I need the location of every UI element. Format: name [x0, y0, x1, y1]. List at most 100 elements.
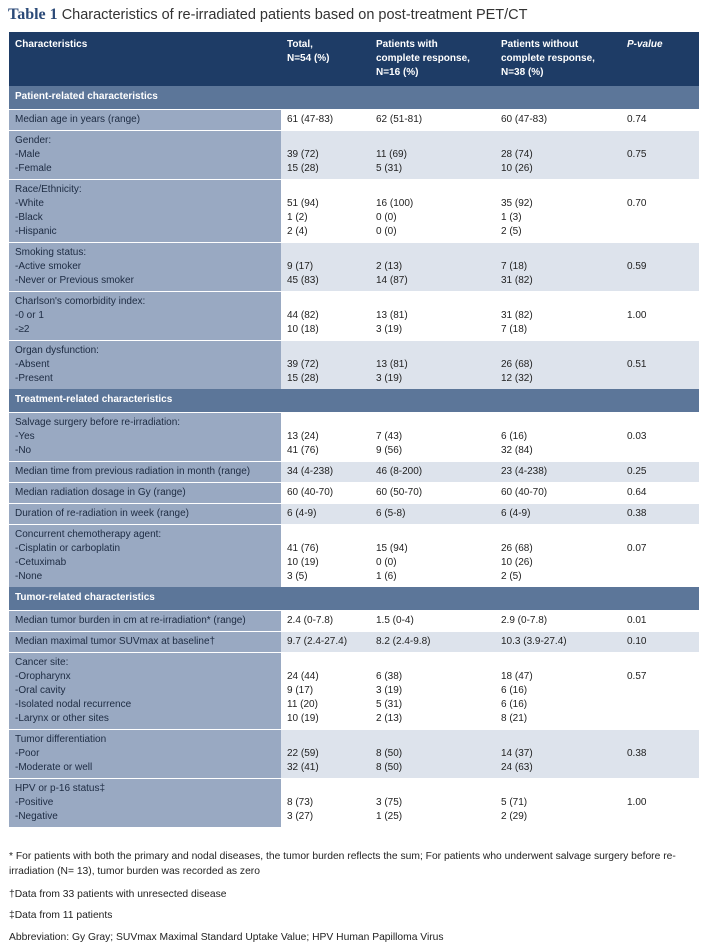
value-cell: 9 (17) 45 (83) — [281, 242, 370, 292]
value-cell: 2 (13) 14 (87) — [370, 242, 495, 292]
value-cell: 60 (40-70) — [281, 482, 370, 504]
cell-line — [627, 246, 693, 260]
value-cell: 41 (76) 10 (19) 3 (5) — [281, 524, 370, 587]
cell-line: 3 (19) — [376, 685, 403, 696]
cell-line: 2 (5) — [501, 226, 522, 237]
cell-line — [627, 183, 693, 197]
value-cell: 1.5 (0-4) — [370, 610, 495, 632]
value-cell: 26 (68) 10 (26) 2 (5) — [495, 524, 621, 587]
cell-line: -Oral cavity — [15, 685, 66, 696]
cell-line — [376, 246, 489, 260]
cell-line: 8.2 (2.4-9.8) — [376, 636, 431, 647]
cell-line: P-value — [627, 39, 663, 50]
cell-line: 39 (72) — [287, 359, 319, 370]
cell-line: 41 (76) — [287, 543, 319, 554]
characteristic-cell: Median tumor burden in cm at re-irradiat… — [9, 610, 281, 632]
cell-line: N=54 (%) — [287, 53, 330, 64]
cell-line: 3 (5) — [287, 571, 308, 582]
characteristic-cell: Organ dysfunction: -Absent -Present — [9, 340, 281, 389]
value-cell: 8.2 (2.4-9.8) — [370, 631, 495, 653]
value-cell: 6 (4-9) — [281, 503, 370, 525]
cell-line: 23 (4-238) — [501, 466, 548, 477]
table-row: Median tumor burden in cm at re-irradiat… — [9, 610, 699, 632]
cell-line: -Active smoker — [15, 261, 82, 272]
cell-line — [287, 344, 364, 358]
cell-line — [376, 656, 489, 670]
value-cell: 51 (94) 1 (2) 2 (4) — [281, 179, 370, 243]
section-title: Patient-related characteristics — [9, 86, 699, 110]
cell-line — [376, 528, 489, 542]
cell-line: 7 (18) — [501, 261, 528, 272]
cell-line: 2 (29) — [501, 811, 528, 822]
cell-line — [376, 183, 489, 197]
value-cell: 35 (92) 1 (3) 2 (5) — [495, 179, 621, 243]
cell-line: 6 (4-9) — [287, 508, 317, 519]
cell-line: 0.01 — [627, 615, 647, 626]
cell-line: 28 (74) — [501, 149, 533, 160]
cell-line: 8 (50) — [376, 762, 403, 773]
cell-line — [376, 782, 489, 796]
value-cell: 5 (71) 2 (29) — [495, 778, 621, 827]
col-total: Total, N=54 (%) — [281, 32, 370, 86]
cell-line: -Moderate or well — [15, 762, 93, 773]
value-cell: 31 (82) 7 (18) — [495, 291, 621, 341]
cell-line: 7 (18) — [501, 324, 528, 335]
cell-line: -Oropharynx — [15, 671, 71, 682]
cell-line: 10 (18) — [287, 324, 319, 335]
cell-line: 60 (40-70) — [287, 487, 334, 498]
cell-line — [501, 416, 615, 430]
cell-line: 32 (41) — [287, 762, 319, 773]
cell-line: Tumor differentiation — [15, 734, 107, 745]
cell-line: -Positive — [15, 797, 54, 808]
col-p-value: P-value — [621, 32, 699, 86]
cell-line: 5 (31) — [376, 699, 403, 710]
cell-line: Cancer site: — [15, 657, 69, 668]
cell-line: Race/Ethnicity: — [15, 184, 82, 195]
cell-line: 6 (16) — [501, 685, 528, 696]
value-cell: 46 (8-200) — [370, 461, 495, 483]
value-cell: 60 (50-70) — [370, 482, 495, 504]
characteristic-cell: Cancer site: -Oropharynx -Oral cavity -Isol… — [9, 652, 281, 730]
value-cell: 1.00 — [621, 778, 699, 827]
cell-line: 3 (19) — [376, 373, 403, 384]
header-row: Characteristics Total, N=54 (%) Patients wi… — [9, 32, 699, 86]
cell-line — [501, 295, 615, 309]
cell-line: 10 (19) — [287, 557, 319, 568]
cell-line: 0.25 — [627, 466, 647, 477]
cell-line: 1 (3) — [501, 212, 522, 223]
value-cell: 6 (16) 32 (84) — [495, 412, 621, 462]
cell-line: 12 (32) — [501, 373, 533, 384]
table-title: Table 1 Characteristics of re-irradiated… — [8, 6, 528, 24]
cell-line: 3 (19) — [376, 324, 403, 335]
cell-line: 0.57 — [627, 671, 647, 682]
cell-line: 1 (2) — [287, 212, 308, 223]
cell-line: 26 (68) — [501, 543, 533, 554]
cell-line: 11 (69) — [376, 149, 407, 160]
cell-line — [501, 246, 615, 260]
value-cell: 1.00 — [621, 291, 699, 341]
cell-line — [376, 295, 489, 309]
cell-line: 0.59 — [627, 261, 647, 272]
cell-line: 22 (59) — [287, 748, 319, 759]
value-cell: 13 (81) 3 (19) — [370, 291, 495, 341]
cell-line — [627, 295, 693, 309]
cell-line: 10.3 (3.9-27.4) — [501, 636, 567, 647]
value-cell: 6 (5-8) — [370, 503, 495, 525]
value-cell: 15 (94) 0 (0) 1 (6) — [370, 524, 495, 587]
cell-line: -Present — [15, 373, 53, 384]
cell-line: Concurrent chemotherapy agent: — [15, 529, 162, 540]
cell-line — [287, 656, 364, 670]
characteristic-cell: Median maximal tumor SUVmax at baseline† — [9, 631, 281, 653]
cell-line: 44 (82) — [287, 310, 319, 321]
cell-line — [376, 416, 489, 430]
characteristics-table: Characteristics Total, N=54 (%) Patients wi… — [9, 32, 699, 827]
footnote-tumor-burden: * For patients with both the primary and… — [9, 851, 676, 877]
value-cell: 6 (38) 3 (19) 5 (31) 2 (13) — [370, 652, 495, 730]
cell-line — [501, 344, 615, 358]
table-number: Table 1 — [8, 6, 58, 23]
cell-line — [287, 416, 364, 430]
cell-line: -Never or Previous smoker — [15, 275, 134, 286]
cell-line: 2.4 (0-7.8) — [287, 615, 334, 626]
cell-line: -Female — [15, 163, 52, 174]
cell-line: 9 (56) — [376, 445, 403, 456]
